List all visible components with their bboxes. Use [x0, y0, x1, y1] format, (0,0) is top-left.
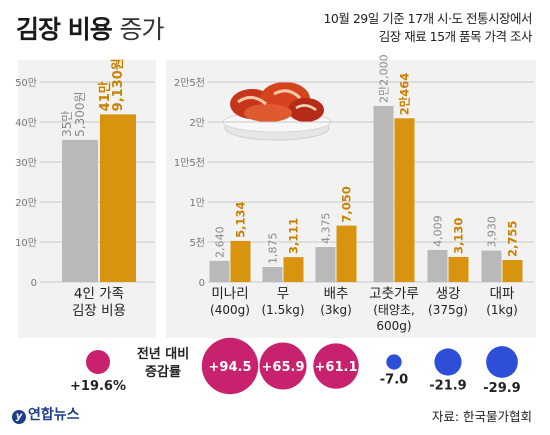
change-rate-heading: 증감률: [145, 365, 181, 380]
right-category-label: (3kg): [320, 303, 352, 317]
left-bar-value-label: 35만5,300원: [60, 91, 87, 136]
left-category-label: 김장 비용: [72, 303, 126, 319]
right-bar: [448, 256, 469, 282]
left-category-label: 4인 가족: [74, 286, 124, 302]
data-source: 자료: 한국물가협회: [431, 409, 532, 424]
survey-note: 10월 29일 기준 17개 시·도 전통시장에서 김장 재료 15개 품목 가…: [323, 10, 532, 46]
right-bar-value-label: 4,009: [432, 215, 445, 247]
right-category-label: 생강: [436, 286, 461, 302]
left-bar: [100, 114, 136, 283]
right-y-tick-label: 2만: [189, 117, 205, 129]
right-bar: [283, 257, 304, 282]
right-bar-value-label: 2만2,000: [378, 54, 391, 103]
right-bar: [373, 106, 394, 282]
right-category-label: 미나리: [211, 286, 248, 302]
change-label: +61.1: [315, 360, 358, 375]
right-bar: [336, 225, 357, 282]
left-y-tick-label: 20만: [15, 197, 37, 209]
right-bar: [481, 250, 502, 282]
change-label: -7.0: [380, 373, 408, 388]
change-label: +65.9: [262, 360, 305, 375]
right-panel: [166, 60, 536, 338]
right-y-tick-label: 1만5천: [174, 157, 205, 169]
right-y-tick-label: 5천: [189, 237, 205, 249]
right-bar: [502, 259, 523, 282]
left-bar: [62, 139, 98, 282]
change-bubble: [201, 337, 259, 395]
right-bar-value-label: 7,050: [340, 186, 354, 222]
change-rate-heading: 전년 대비: [137, 346, 189, 362]
right-bar-value-label: 4,375: [320, 213, 333, 245]
right-category-label: (375g): [428, 303, 468, 317]
right-bar-value-label: 5,134: [234, 202, 248, 238]
right-bar: [394, 118, 415, 283]
right-y-tick-label: 0: [199, 278, 205, 289]
left-y-tick-label: 0: [31, 278, 37, 289]
right-bar: [262, 267, 283, 282]
yonhap-logo-icon: y: [12, 410, 26, 424]
right-bar-value-label: 2,755: [506, 221, 520, 257]
left-y-tick-label: 40만: [15, 117, 37, 129]
survey-note-line-1: 10월 29일 기준 17개 시·도 전통시장에서: [323, 11, 532, 26]
yonhap-logo: y 연합뉴스: [12, 404, 80, 424]
right-bar-value-label: 2,640: [214, 226, 227, 258]
title-light: 증가: [119, 15, 164, 44]
right-y-tick-label: 1만: [189, 197, 205, 209]
right-category-label: (1.5kg): [261, 303, 304, 317]
right-category-label: (태양초,: [373, 303, 415, 317]
right-category-label: 600g): [376, 319, 411, 333]
right-bar: [315, 247, 336, 282]
page-title: 김장 비용 증가: [16, 10, 164, 46]
right-category-label: (1kg): [486, 303, 518, 317]
right-bar: [427, 249, 448, 282]
right-category-label: (400g): [210, 303, 250, 317]
title-bold: 김장 비용: [16, 15, 113, 44]
right-bar-value-label: 3,930: [486, 216, 499, 248]
kimchi-bowl-illustration: [222, 82, 332, 141]
change-bubble: [434, 348, 462, 376]
change-label: -21.9: [429, 379, 466, 394]
right-category-label: 고춧가루: [369, 286, 419, 302]
change-bubble: [313, 343, 359, 389]
right-bar-value-label: 1,875: [267, 233, 280, 265]
change-label: -29.9: [483, 381, 520, 396]
change-bubble: [259, 342, 307, 390]
change-bubble: [486, 346, 518, 378]
right-y-tick-label: 2만5천: [174, 77, 205, 89]
right-bar-value-label: 3,111: [287, 218, 301, 254]
right-category-label: 대파: [490, 286, 515, 302]
change-label: +19.6%: [70, 379, 126, 394]
left-y-tick-label: 50만: [15, 77, 37, 89]
logo-text: 연합뉴스: [28, 407, 80, 423]
survey-note-line-2: 김장 재료 15개 품목 가격 조사: [378, 29, 533, 44]
change-bubble: [86, 350, 110, 374]
right-category-label: 무: [277, 286, 289, 302]
right-bar-value-label: 3,130: [452, 218, 466, 254]
ingredient-price-chart: 0 5천 1만 1만5천 2만 2만5천 2,640 5,134 미나리(400g) 1,875 3…: [174, 54, 534, 333]
left-bar-value-label: 41만9,130원: [97, 58, 126, 111]
left-y-tick-label: 10만: [15, 237, 37, 249]
right-bar: [209, 260, 230, 282]
right-bar-value-label: 2만464: [398, 73, 412, 116]
change-bubble: [386, 354, 402, 370]
change-label: +94.5: [209, 360, 252, 375]
right-bar: [230, 240, 251, 282]
left-y-tick-label: 30만: [15, 157, 37, 169]
family-cost-chart: 0 10만 20만 30만 40만 50만 35만5,300원 41만9,130원 4인 가족김…: [15, 58, 154, 319]
right-category-label: 배추: [324, 286, 349, 302]
